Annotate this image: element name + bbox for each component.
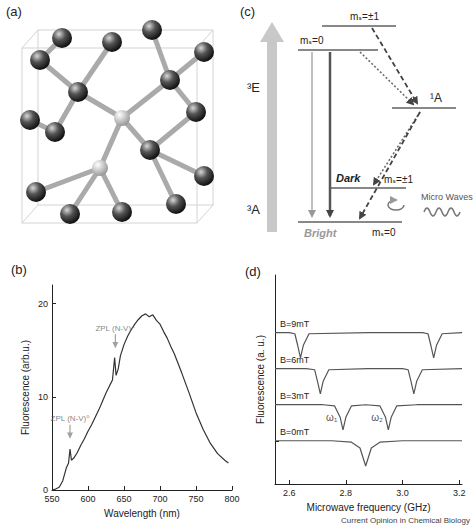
svg-text:(a): (a) xyxy=(6,4,22,19)
svg-text:(d): (d) xyxy=(245,264,261,279)
svg-text:ZPL (N-V)⁻: ZPL (N-V)⁻ xyxy=(95,324,135,333)
svg-text:B=0mT: B=0mT xyxy=(280,427,310,437)
svg-text:Microwave frequency (GHz): Microwave frequency (GHz) xyxy=(307,502,431,513)
svg-text:mₛ=0: mₛ=0 xyxy=(372,227,396,238)
svg-text:B=6mT: B=6mT xyxy=(280,355,310,365)
svg-text:mₛ=±1: mₛ=±1 xyxy=(350,11,379,22)
svg-text:Wavelength (nm): Wavelength (nm) xyxy=(104,508,180,519)
svg-text:Micro Waves: Micro Waves xyxy=(421,192,473,202)
svg-text:mₛ=0: mₛ=0 xyxy=(300,35,324,46)
svg-text:ZPL (N-V)⁰: ZPL (N-V)⁰ xyxy=(51,414,90,423)
svg-text:ω₁: ω₁ xyxy=(326,412,338,423)
svg-text:2.8: 2.8 xyxy=(340,488,353,498)
svg-text:600: 600 xyxy=(80,494,95,504)
svg-text:Fluorescence (arb.u.): Fluorescence (arb.u.) xyxy=(20,340,31,435)
svg-text:750: 750 xyxy=(188,494,203,504)
svg-text:20: 20 xyxy=(38,299,48,309)
svg-text:550: 550 xyxy=(44,494,59,504)
svg-text:Dark: Dark xyxy=(336,172,361,184)
svg-text:650: 650 xyxy=(116,494,131,504)
svg-text:(c): (c) xyxy=(240,4,255,19)
svg-text:B=9mT: B=9mT xyxy=(280,319,310,329)
svg-text:Bright: Bright xyxy=(304,227,338,239)
svg-text:700: 700 xyxy=(152,494,167,504)
svg-text:(b): (b) xyxy=(11,262,27,277)
svg-text:800: 800 xyxy=(224,494,239,504)
svg-text:mₛ=±1: mₛ=±1 xyxy=(384,174,413,185)
svg-text:³A: ³A xyxy=(247,202,260,217)
svg-text:ω₂: ω₂ xyxy=(371,412,383,423)
svg-text:B=3mT: B=3mT xyxy=(280,391,310,401)
svg-text:3.0: 3.0 xyxy=(396,488,409,498)
svg-text:¹A: ¹A xyxy=(430,91,442,105)
svg-text:³E: ³E xyxy=(247,80,260,95)
svg-text:2.6: 2.6 xyxy=(283,488,296,498)
svg-text:Fluorescence (a. u.): Fluorescence (a. u.) xyxy=(255,335,266,424)
svg-text:Current Opinion in Chemical Bi: Current Opinion in Chemical Biology xyxy=(341,516,470,525)
svg-text:0: 0 xyxy=(43,485,48,495)
svg-text:3.2: 3.2 xyxy=(453,488,466,498)
svg-text:10: 10 xyxy=(38,392,48,402)
